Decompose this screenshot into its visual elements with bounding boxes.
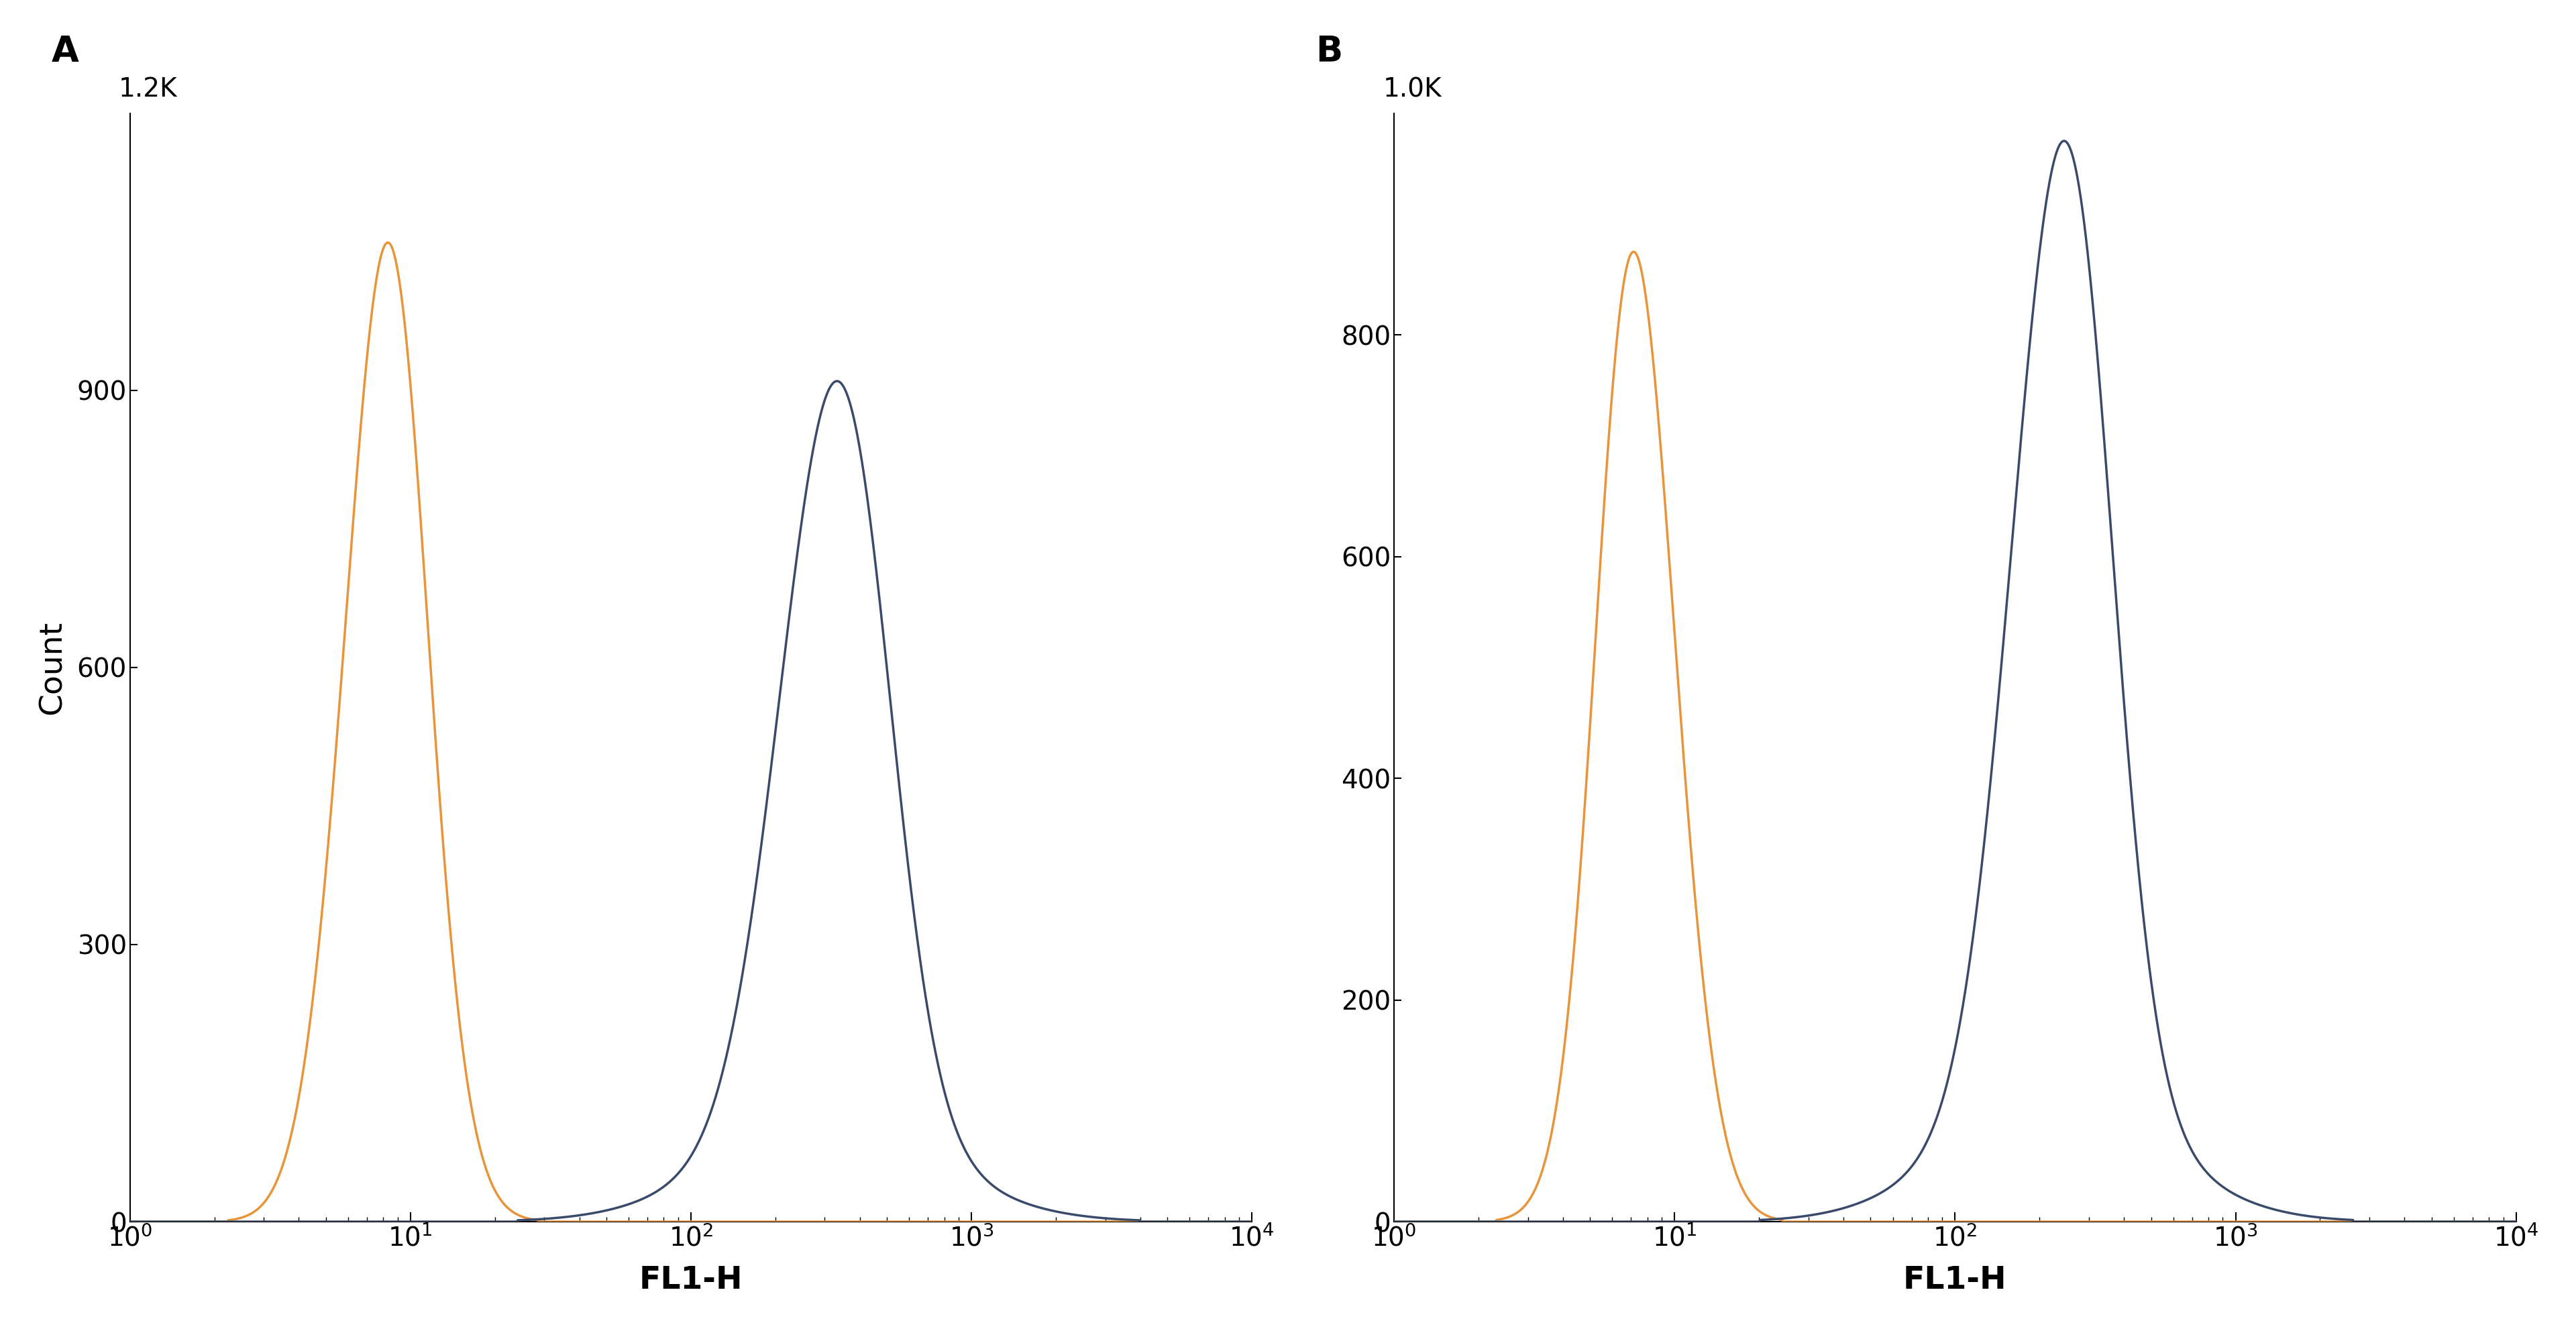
X-axis label: FL1-H: FL1-H [639,1265,742,1296]
Text: 1.0K: 1.0K [1383,76,1443,103]
Y-axis label: Count: Count [36,620,67,714]
Text: 1.2K: 1.2K [118,76,178,103]
X-axis label: FL1-H: FL1-H [1904,1265,2007,1296]
Text: B: B [1316,33,1342,69]
Text: A: A [52,33,80,69]
